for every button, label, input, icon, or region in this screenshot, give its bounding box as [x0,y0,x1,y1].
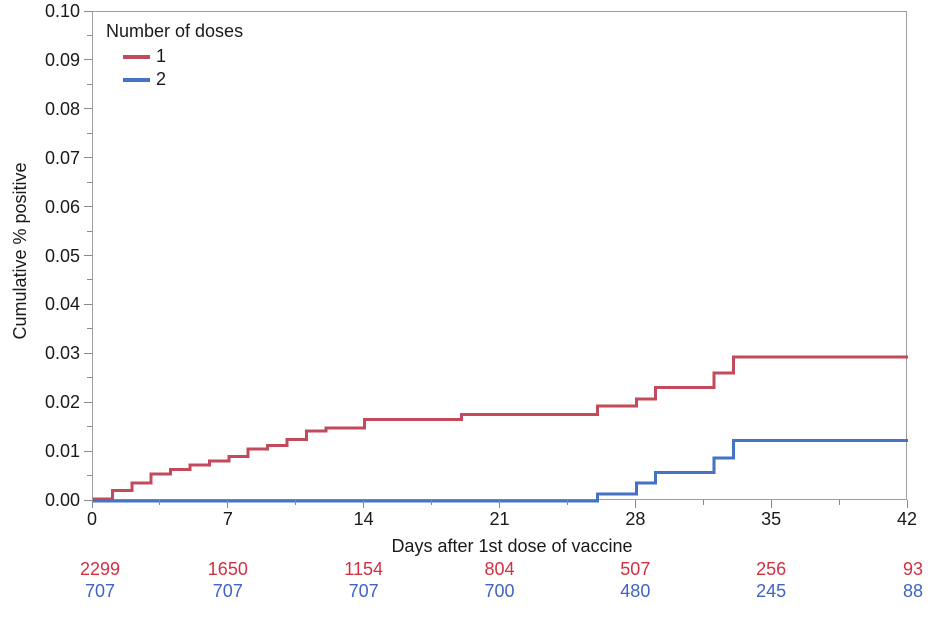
at-risk-value-doses-2: 700 [484,581,515,601]
y-minor-tick-mark [87,132,92,134]
at-risk-value-doses-2: 707 [348,581,379,601]
legend-label-doses-1: 1 [156,46,167,66]
y-tick-label: 0.01 [44,441,80,462]
y-tick-label: 0.09 [44,49,80,70]
x-tick-label: 21 [489,509,510,529]
x-tick-label: 7 [222,509,233,529]
x-tick-label: 0 [86,509,97,529]
y-minor-tick-mark [87,426,92,428]
y-minor-tick-mark [87,328,92,330]
x-tick-mark [906,500,908,508]
y-tick-label: 0.00 [44,490,80,510]
x-minor-tick-mark [431,500,433,505]
x-axis-title: Days after 1st dose of vaccine [391,536,633,556]
x-tick-mark [227,500,229,508]
at-risk-value-doses-2: 480 [620,581,651,601]
at-risk-value-doses-1: 804 [484,559,515,579]
y-minor-tick-mark [87,475,92,477]
x-minor-tick-mark [295,500,297,505]
x-minor-tick-mark [838,500,840,505]
y-tick-label: 0.10 [44,1,80,21]
legend-item-doses-2: 2 [123,68,243,91]
y-minor-tick-mark [87,279,92,281]
at-risk-value-doses-1: 1650 [207,559,248,579]
y-tick-mark [84,499,92,501]
at-risk-value-doses-1: 93 [902,559,924,579]
at-risk-value-doses-2: 245 [756,581,787,601]
at-risk-value-doses-2: 88 [902,581,924,601]
x-tick-mark [91,500,93,508]
y-tick-mark [84,352,92,354]
x-tick-mark [499,500,500,508]
legend-label-doses-2: 2 [156,69,167,89]
at-risk-value-doses-1: 2299 [79,559,121,579]
y-minor-tick-mark [87,83,92,85]
x-tick-mark [363,500,365,508]
x-tick-label: 28 [625,509,646,529]
y-tick-mark [84,108,92,110]
x-tick-mark [770,500,772,508]
y-tick-mark [84,10,92,12]
y-tick-mark [84,401,92,403]
y-tick-mark [84,450,92,452]
y-tick-label: 0.06 [44,196,80,217]
step-curves-svg [93,355,908,503]
at-risk-value-doses-1: 1154 [344,559,384,579]
y-tick-mark [84,157,92,159]
at-risk-value-doses-2: 707 [212,581,243,601]
series-curve-doses-1 [93,355,908,501]
y-tick-mark [84,255,92,256]
y-minor-tick-mark [87,230,92,232]
y-tick-label: 0.05 [44,245,80,266]
legend-title: Number of doses [106,21,244,41]
x-minor-tick-mark [702,500,704,505]
at-risk-value-doses-1: 256 [756,559,787,579]
series-curve-doses-2 [93,438,908,503]
y-tick-label: 0.07 [44,147,80,168]
legend-swatch-doses-1 [123,54,150,59]
y-tick-label: 0.02 [44,392,80,413]
y-tick-label: 0.08 [44,98,80,119]
y-minor-tick-mark [87,377,92,379]
y-tick-label: 0.03 [44,343,80,364]
y-minor-tick-mark [87,181,92,183]
y-tick-mark [84,206,92,208]
y-tick-label: 0.04 [44,294,80,315]
x-tick-label: 42 [896,509,918,529]
y-tick-mark [84,59,92,61]
y-tick-mark [84,303,92,305]
x-minor-tick-mark [159,500,161,505]
legend-item-doses-1: 1 [123,45,243,68]
x-tick-mark [634,500,636,508]
x-tick-label: 35 [761,509,782,529]
at-risk-value-doses-1: 507 [620,559,651,579]
legend-swatch-doses-2 [123,77,150,82]
x-minor-tick-mark [566,500,568,505]
at-risk-value-doses-2: 707 [84,581,116,601]
y-minor-tick-mark [87,34,92,36]
x-tick-label: 14 [353,509,374,529]
